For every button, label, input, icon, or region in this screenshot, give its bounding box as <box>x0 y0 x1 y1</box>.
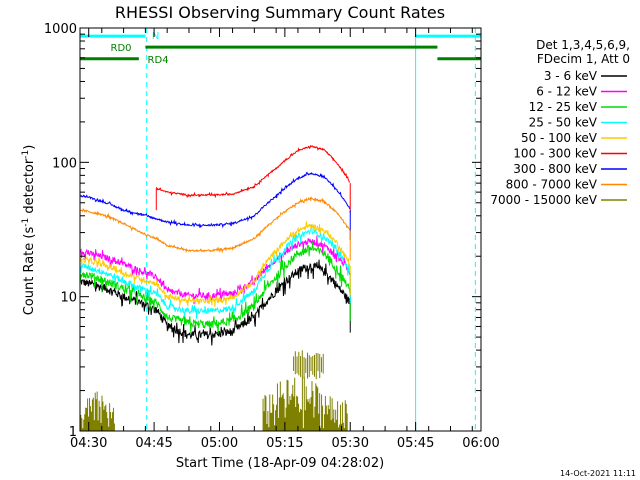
series-line <box>80 224 351 319</box>
series-4 <box>80 221 351 307</box>
series-line <box>80 259 351 346</box>
legend-entry-label: 12 - 25 keV <box>529 100 598 114</box>
y-axis-label-end: ) <box>22 145 37 150</box>
x-tick-label: 05:45 <box>397 436 434 451</box>
legend-entry-label: 800 - 7000 keV <box>506 178 598 192</box>
legend-entry-label: 6 - 12 keV <box>536 85 598 99</box>
series-2 <box>80 241 351 335</box>
plot-area: N RD0 RD4 <box>79 27 482 432</box>
series-layer <box>80 144 351 431</box>
series-1 <box>80 235 351 305</box>
y-axis-label-main: Count Rate (s <box>22 227 37 316</box>
legend-entry-label: 25 - 50 keV <box>529 116 598 130</box>
legend-entry-label: 50 - 100 keV <box>521 131 598 145</box>
chart-title: RHESSI Observing Summary Count Rates <box>115 3 445 22</box>
series-line <box>80 235 351 305</box>
y-axis-label-sup2: -1 <box>21 150 31 159</box>
flag-label: N <box>152 31 159 42</box>
y-tick-label: 100 <box>52 156 77 171</box>
flag-label: RD0 <box>111 43 132 54</box>
y-axis-label-sup1: -1 <box>21 218 31 227</box>
x-axis-label: Start Time (18-Apr-09 04:28:02) <box>176 456 384 471</box>
flags-layer: N RD0 RD4 <box>80 31 481 66</box>
y-tick-label: 1000 <box>44 22 77 37</box>
series-line <box>80 196 351 254</box>
y-tick-label: 1 <box>69 425 77 440</box>
series-5 <box>155 144 351 213</box>
series-line <box>80 350 348 431</box>
y-axis-label: Count Rate (s-1 detector-1) <box>21 145 37 316</box>
x-tick-label: 05:30 <box>332 436 369 451</box>
legend-entry-label: 100 - 300 keV <box>513 147 597 161</box>
x-tick-label: 04:45 <box>135 436 172 451</box>
series-6 <box>80 171 351 241</box>
legend: Det 1,3,4,5,6,9, FDecim 1, Att 0 3 - 6 k… <box>490 38 630 207</box>
x-tick-label: 04:30 <box>70 436 107 451</box>
series-line <box>80 221 351 307</box>
series-line <box>80 171 351 229</box>
legend-entry-label: 3 - 6 keV <box>544 69 598 83</box>
timestamp: 14-Oct-2021 11:11 <box>560 469 636 478</box>
legend-entry-label: 7000 - 15000 keV <box>490 193 597 207</box>
legend-entry-label: 300 - 800 keV <box>513 162 597 176</box>
y-axis: 1 10 100 1000 <box>44 22 481 440</box>
series-line <box>155 144 350 199</box>
x-tick-label: 05:15 <box>266 436 303 451</box>
x-tick-label: 06:00 <box>462 436 499 451</box>
x-tick-label: 05:00 <box>201 436 238 451</box>
series-8 <box>80 350 348 431</box>
flag-label: RD4 <box>148 55 169 66</box>
legend-header-line-2: FDecim 1, Att 0 <box>537 52 630 66</box>
series-line <box>80 241 351 335</box>
y-axis-label-mid: detector <box>22 158 37 218</box>
series-7 <box>80 196 351 261</box>
legend-header-line-1: Det 1,3,4,5,6,9, <box>536 38 630 52</box>
vertical-markers-layer <box>79 28 476 431</box>
plot-frame <box>79 27 482 432</box>
y-tick-label: 10 <box>60 291 77 306</box>
x-axis: 04:30 04:45 05:00 05:15 05:30 05:45 06:00 <box>70 28 500 451</box>
